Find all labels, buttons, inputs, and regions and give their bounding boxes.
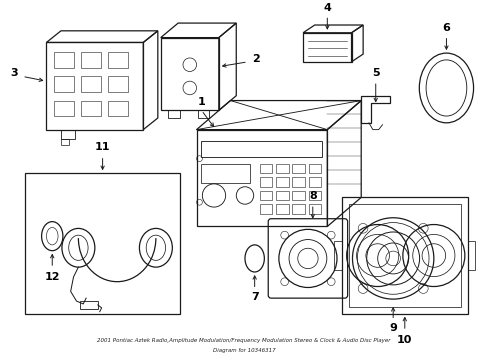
Bar — [341, 197, 467, 314]
Bar — [81, 52, 101, 68]
Bar — [275, 163, 288, 173]
Bar — [80, 301, 98, 309]
Text: 8: 8 — [308, 192, 316, 202]
Bar — [308, 204, 321, 214]
Bar — [308, 163, 321, 173]
Text: 11: 11 — [95, 142, 110, 152]
Text: Diagram for 10346317: Diagram for 10346317 — [212, 348, 275, 353]
Bar — [292, 204, 305, 214]
Bar — [61, 130, 75, 139]
Bar — [259, 204, 271, 214]
Text: 3: 3 — [11, 68, 18, 78]
Bar — [168, 110, 180, 118]
Bar — [292, 177, 305, 187]
Text: 7: 7 — [250, 292, 258, 302]
Bar — [292, 191, 305, 200]
Text: 2001 Pontiac Aztek Radio,Amplitude Modulation/Frequency Modulation Stereo & Cloc: 2001 Pontiac Aztek Radio,Amplitude Modul… — [97, 338, 390, 343]
Bar — [308, 177, 321, 187]
Bar — [275, 191, 288, 200]
Bar — [61, 139, 69, 145]
Bar — [259, 191, 271, 200]
Text: 9: 9 — [388, 323, 396, 333]
Text: 1: 1 — [197, 98, 205, 108]
Bar — [292, 163, 305, 173]
Bar — [259, 177, 271, 187]
Text: 10: 10 — [396, 335, 412, 345]
Bar — [54, 100, 73, 116]
Bar — [303, 33, 351, 62]
Bar — [46, 42, 143, 130]
Bar — [54, 76, 73, 92]
Bar — [333, 241, 341, 270]
Bar — [108, 52, 127, 68]
Bar — [275, 204, 288, 214]
Bar — [275, 177, 288, 187]
Bar — [108, 76, 127, 92]
Text: 12: 12 — [44, 272, 60, 282]
Text: 2: 2 — [251, 54, 259, 64]
Bar — [196, 130, 326, 226]
Bar — [161, 37, 219, 110]
Bar — [197, 110, 209, 118]
Bar — [25, 173, 180, 314]
Bar — [308, 191, 321, 200]
Bar — [81, 76, 101, 92]
Bar — [108, 100, 127, 116]
Text: 4: 4 — [323, 3, 330, 13]
Bar — [467, 241, 474, 270]
Bar — [54, 52, 73, 68]
Bar — [201, 141, 322, 157]
Bar — [348, 204, 460, 307]
Text: 6: 6 — [442, 23, 449, 33]
Bar — [81, 100, 101, 116]
Text: 5: 5 — [371, 68, 379, 78]
Bar — [259, 163, 271, 173]
Bar — [201, 163, 249, 183]
